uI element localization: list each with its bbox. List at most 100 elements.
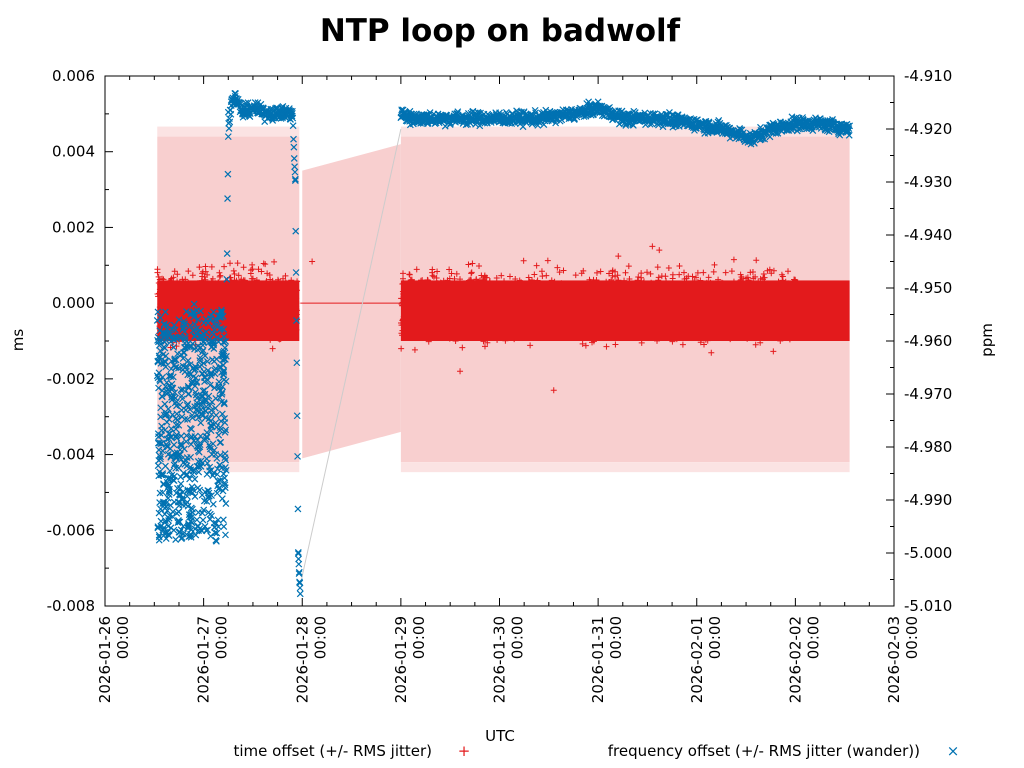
time-offset-core	[157, 280, 300, 341]
time-offset-point	[669, 271, 676, 278]
time-offset-point	[609, 272, 616, 279]
frequency-offset-point	[295, 568, 303, 576]
time-offset-point	[201, 273, 208, 280]
time-offset-point	[579, 340, 586, 347]
time-offset-point	[615, 253, 622, 260]
time-offset-point	[231, 270, 238, 277]
time-offset-point	[768, 270, 775, 277]
frequency-offset-point	[296, 590, 304, 598]
frequency-offset-point	[290, 155, 298, 162]
time-offset-point	[531, 271, 538, 278]
frequency-offset-point	[519, 123, 527, 131]
frequency-offset-point	[291, 168, 299, 176]
time-offset-point	[430, 273, 437, 280]
frequency-offset-point	[170, 343, 178, 351]
frequency-offset-point	[211, 404, 219, 412]
time-offset-outlier	[550, 387, 557, 394]
frequency-offset-point	[291, 163, 299, 171]
frequency-offset-point	[531, 106, 539, 114]
time-offset-point	[185, 268, 192, 275]
time-offset-point	[778, 271, 785, 278]
frequency-offset-point	[291, 175, 299, 183]
time-offset-point	[753, 257, 760, 264]
time-offset-point	[603, 343, 610, 350]
time-offset-point	[235, 272, 242, 279]
frequency-offset-point	[172, 421, 180, 429]
time-offset-point	[580, 267, 587, 274]
time-offset-point	[446, 266, 453, 273]
time-offset-point	[262, 261, 269, 268]
frequency-offset-point	[292, 227, 300, 235]
time-offset-point	[525, 274, 532, 281]
frequency-offset-point	[210, 308, 217, 316]
frequency-offset-point	[217, 438, 225, 446]
frequency-offset-point	[219, 516, 227, 524]
frequency-offset-point	[225, 125, 233, 132]
frequency-offset-point	[296, 584, 304, 592]
time-offset-point	[662, 273, 669, 280]
frequency-offset-point	[825, 128, 833, 136]
frequency-offset-point	[195, 468, 203, 476]
time-offset-point	[556, 269, 563, 276]
time-jitter-band-edge-top	[400, 126, 850, 137]
frequency-offset-point	[224, 133, 232, 141]
time-offset-point	[227, 260, 234, 267]
frequency-gap-line	[299, 128, 402, 585]
frequency-offset-point	[761, 135, 769, 143]
time-offset-point	[544, 257, 551, 264]
time-offset-point	[681, 269, 688, 276]
frequency-offset-point	[190, 300, 198, 308]
time-offset-point	[560, 267, 567, 274]
time-offset-point	[606, 270, 613, 277]
time-offset-point	[622, 269, 629, 276]
time-offset-point	[406, 271, 413, 278]
data-points	[153, 89, 854, 598]
time-offset-point	[665, 264, 672, 271]
time-offset-point	[448, 270, 455, 277]
time-offset-point	[174, 271, 181, 278]
time-offset-point	[760, 271, 767, 278]
time-offset-outlier	[457, 368, 464, 375]
frequency-offset-point	[213, 489, 221, 497]
frequency-offset-point	[155, 533, 163, 541]
time-offset-point	[481, 343, 488, 350]
frequency-offset-point	[809, 127, 817, 134]
frequency-offset-point	[518, 108, 525, 116]
time-offset-point	[453, 270, 460, 277]
time-offset-outlier	[481, 273, 488, 280]
time-offset-point	[612, 273, 619, 280]
frequency-offset-point	[163, 435, 171, 443]
time-offset-point	[271, 258, 278, 265]
time-offset-point	[234, 260, 241, 267]
time-offset-outlier	[649, 243, 656, 250]
frequency-offset-point	[293, 317, 300, 325]
time-offset-point	[711, 261, 718, 268]
time-jitter-band-edge-bottom	[400, 462, 850, 473]
time-offset-point	[770, 348, 777, 355]
time-offset-point	[476, 262, 483, 269]
time-offset-point	[693, 274, 700, 281]
frequency-offset-point	[289, 122, 297, 130]
time-offset-point	[554, 264, 561, 271]
frequency-offset-point	[288, 107, 296, 115]
frequency-offset-point	[222, 500, 230, 507]
time-offset-point	[155, 273, 162, 280]
frequency-offset-point	[226, 118, 234, 126]
frequency-offset-point	[155, 509, 163, 517]
time-offset-point	[752, 273, 759, 280]
frequency-offset-point	[177, 473, 185, 481]
frequency-offset-point	[295, 570, 303, 578]
time-offset-point	[202, 263, 209, 270]
time-offset-point	[655, 274, 662, 281]
time-offset-point	[676, 271, 683, 278]
time-offset-point	[493, 274, 500, 281]
time-offset-point	[654, 264, 661, 271]
frequency-offset-point	[845, 131, 853, 139]
time-offset-point	[468, 269, 475, 276]
time-offset-point	[638, 270, 645, 277]
time-offset-point	[216, 273, 223, 280]
time-offset-point	[411, 346, 418, 353]
frequency-offset-point	[296, 578, 303, 586]
frequency-offset-point	[453, 110, 461, 117]
